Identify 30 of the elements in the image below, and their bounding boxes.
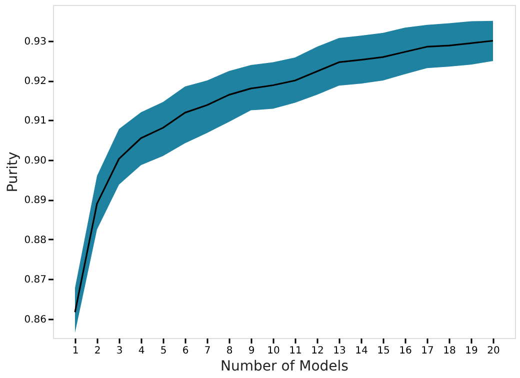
- x-tick-label: 6: [182, 346, 189, 356]
- x-tick-label: 19: [465, 346, 478, 356]
- y-tick-label: 0.88: [24, 234, 46, 246]
- x-tick-label: 10: [267, 346, 280, 356]
- x-tick-label: 9: [248, 346, 255, 356]
- x-tick-label: 8: [226, 346, 233, 356]
- y-tick-label: 0.91: [24, 116, 46, 127]
- x-tick-label: 13: [333, 346, 346, 356]
- x-tick-label: 1: [72, 346, 79, 356]
- x-tick-label: 11: [289, 346, 302, 356]
- y-axis-title: Purity: [5, 152, 22, 192]
- x-tick-label: 16: [399, 346, 412, 356]
- y-tick-label: 0.86: [24, 314, 46, 326]
- x-tick-label: 4: [138, 346, 145, 356]
- x-tick-label: 2: [94, 346, 101, 356]
- y-tick-label: 0.90: [24, 155, 46, 166]
- x-tick-label: 18: [443, 346, 456, 356]
- x-tick-label: 7: [204, 346, 211, 356]
- x-tick-label: 17: [421, 346, 434, 356]
- y-tick-label: 0.87: [24, 274, 46, 286]
- y-tick-label: 0.89: [24, 195, 46, 206]
- x-tick-label: 15: [377, 346, 390, 356]
- y-tick-label: 0.92: [24, 76, 46, 87]
- x-tick-label: 14: [355, 346, 368, 356]
- x-axis-title: Number of Models: [220, 358, 348, 374]
- x-tick-label: 3: [116, 346, 123, 356]
- x-tick-label: 20: [487, 346, 500, 356]
- x-tick-label: 5: [160, 346, 167, 356]
- x-tick-label: 12: [311, 346, 324, 356]
- y-tick-label: 0.93: [24, 36, 46, 48]
